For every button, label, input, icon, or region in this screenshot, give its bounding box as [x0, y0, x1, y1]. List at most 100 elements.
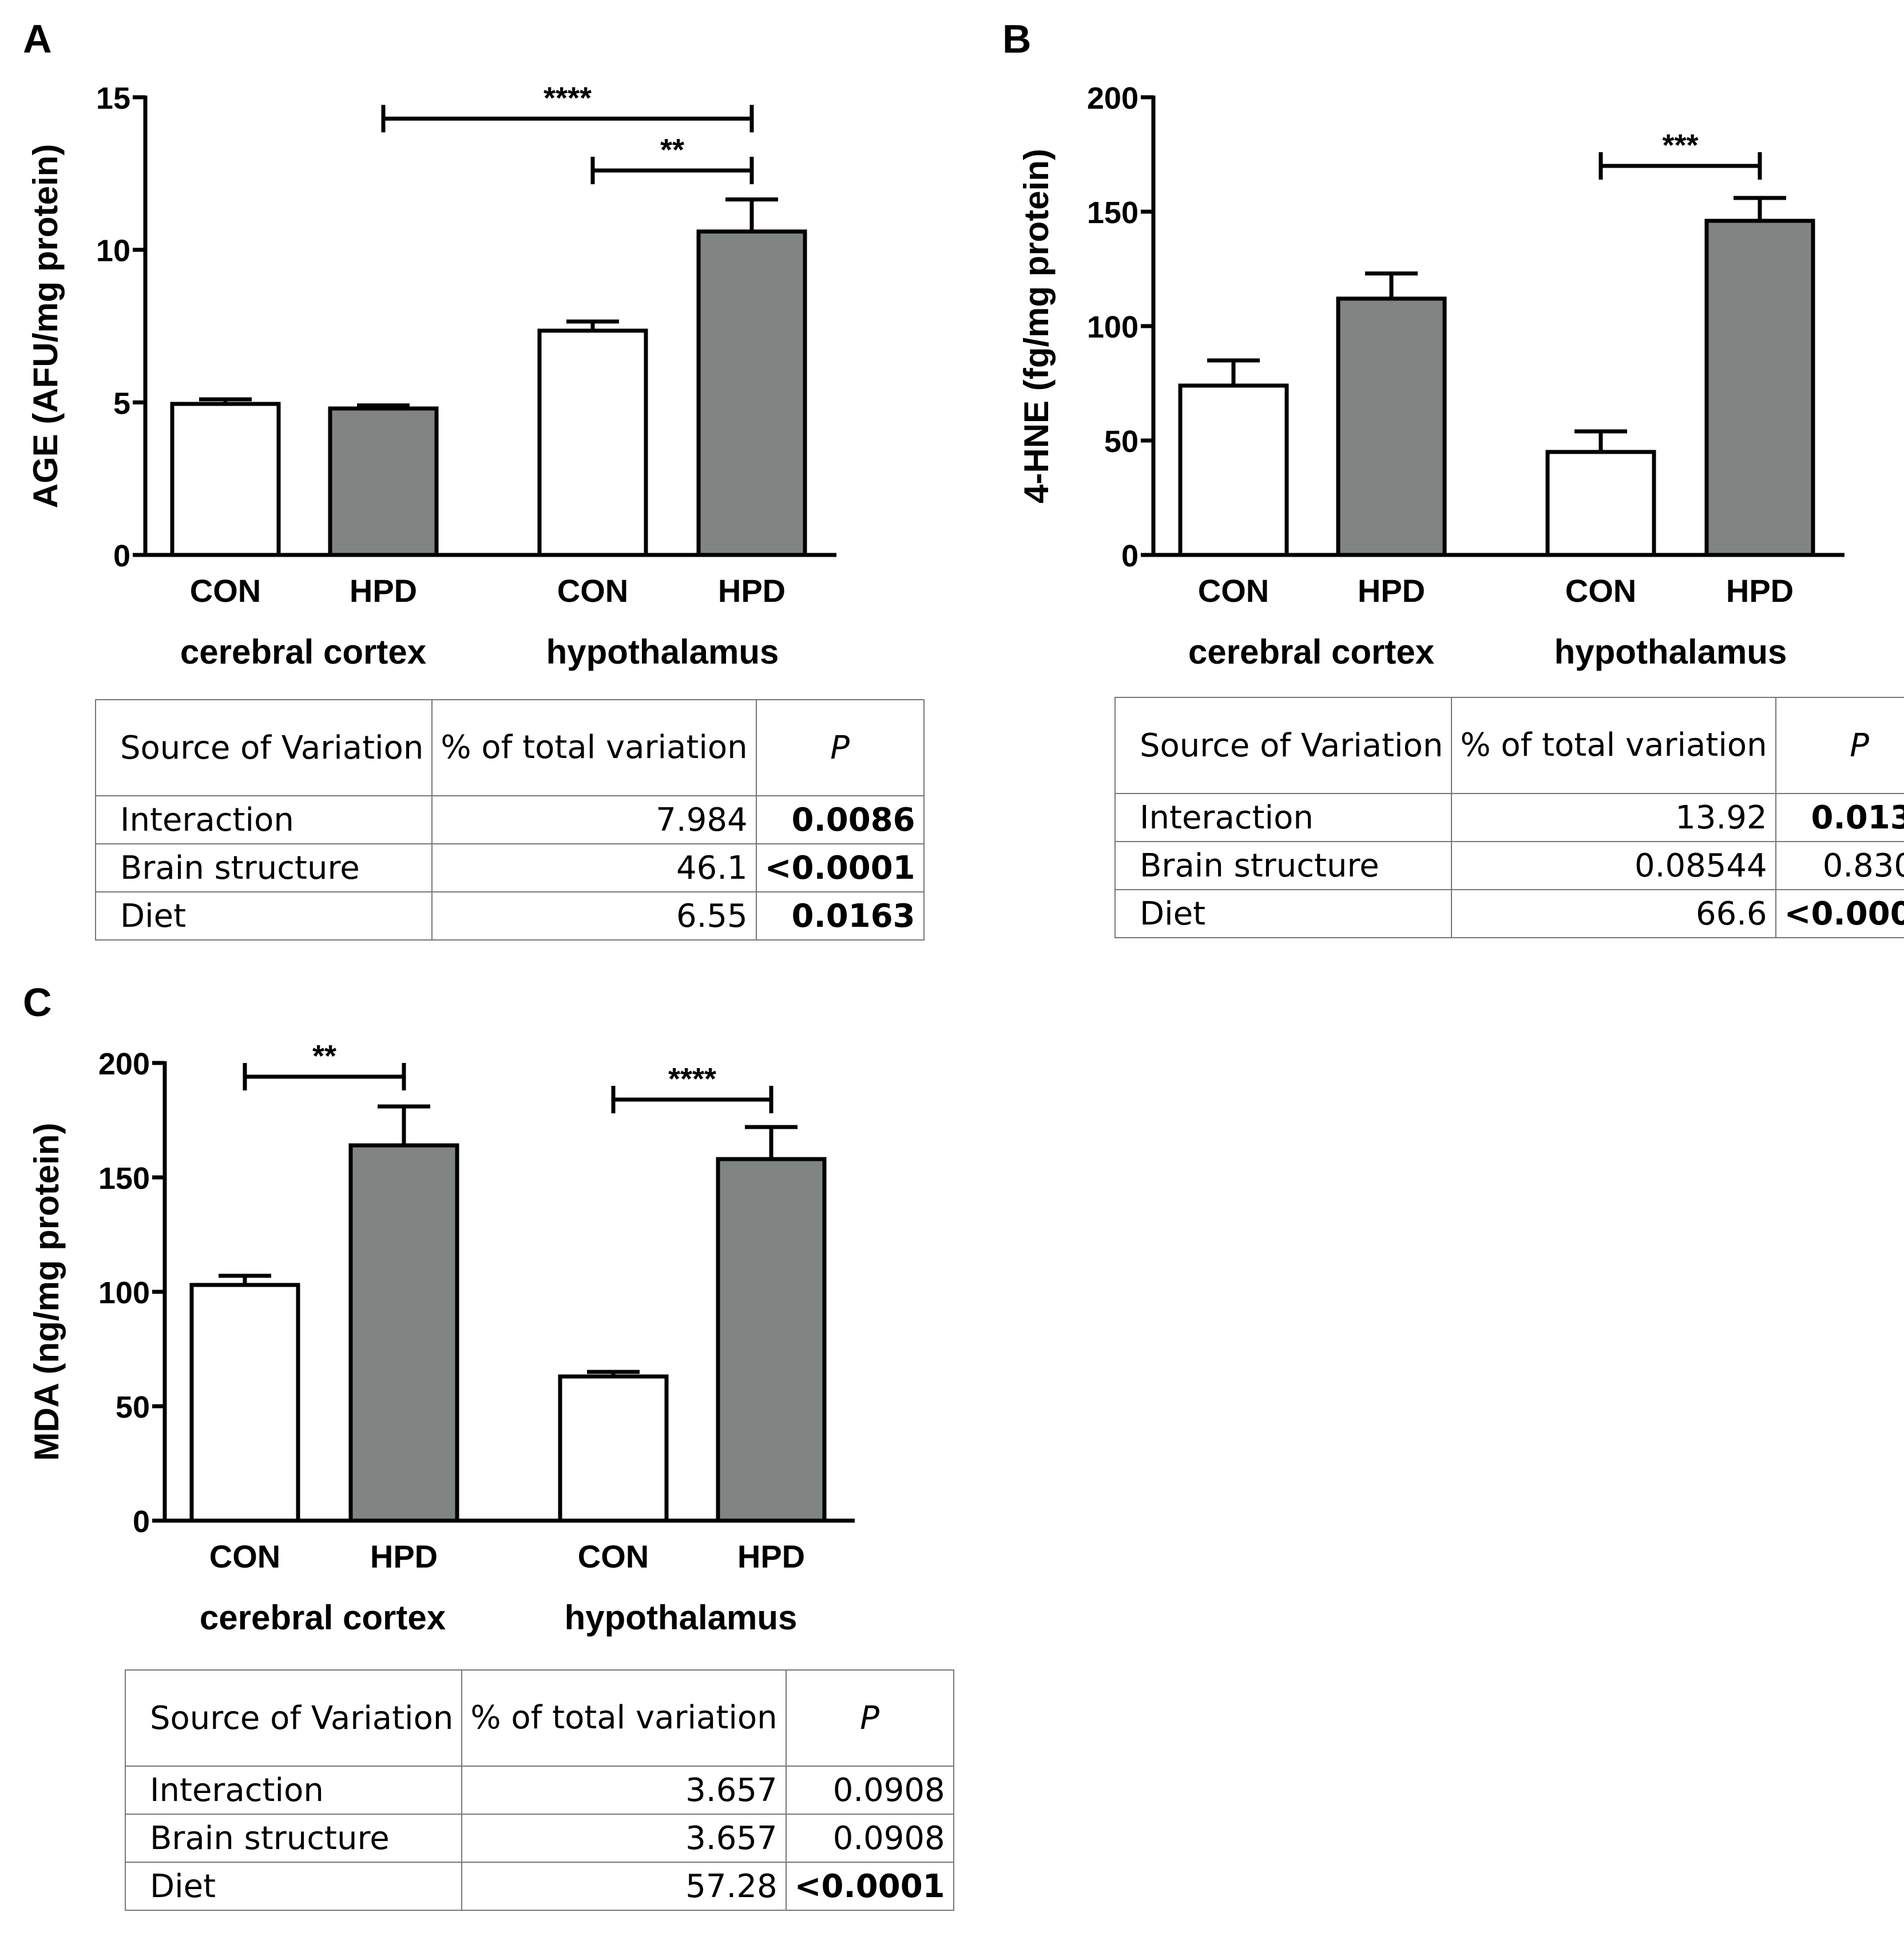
y-tick-label: 100 [1087, 310, 1139, 344]
table-header-row: Source of Variation % of total variation… [94, 699, 925, 796]
source-cell: Brain structure [124, 1814, 463, 1863]
bar [189, 1283, 300, 1523]
table-row: Brain structure 46.1 <0.0001 [94, 843, 925, 892]
anova-table-b: Source of Variation % of total variation… [1114, 697, 1904, 938]
p-value-cell: <0.0001 [785, 1862, 954, 1911]
bar [1178, 383, 1289, 557]
category-label: CON [1565, 573, 1636, 609]
significance-label: ** [312, 1039, 336, 1073]
category-label: HPD [737, 1538, 805, 1574]
y-tick-label: 15 [96, 81, 130, 116]
source-cell: Brain structure [1114, 841, 1453, 890]
group-label: cerebral cortex [1188, 633, 1434, 671]
bar [328, 406, 439, 557]
age-bar-chart: CON HPD CON HPD cerebral cortex hypothalamus 0… [26, 81, 836, 671]
significance-label: *** [1662, 128, 1698, 162]
source-cell: Interaction [94, 795, 433, 844]
p-value-cell: 0.0163 [755, 891, 925, 941]
bar [716, 1157, 827, 1523]
header-p: P [1775, 697, 1904, 794]
percent-cell: 57.28 [461, 1862, 787, 1911]
y-tick-label: 100 [98, 1276, 150, 1310]
y-axis-label: MDA (ng/mg protein) [27, 1122, 66, 1461]
category-label: HPD [1358, 573, 1425, 609]
percent-cell: 6.55 [431, 891, 757, 941]
y-tick-label: 0 [133, 1505, 150, 1539]
bar [1545, 450, 1656, 557]
significance-label: **** [668, 1062, 716, 1096]
hne-bar-chart: CON HPD CON HPD cerebral cortex hypothalamus 0… [1017, 81, 1844, 671]
source-cell: Brain structure [94, 843, 433, 892]
bar [1704, 219, 1815, 557]
bar [696, 229, 807, 557]
category-label: CON [190, 573, 261, 609]
header-percent: % of total variation [461, 1669, 787, 1767]
anova-table-c: Source of Variation % of total variation… [124, 1669, 954, 1911]
percent-cell: 66.6 [1451, 889, 1776, 938]
y-tick-label: 5 [113, 386, 130, 420]
anova-table-a: Source of Variation % of total variation… [94, 699, 925, 941]
y-tick-label: 0 [1121, 539, 1139, 573]
source-cell: Diet [94, 891, 433, 941]
bar [558, 1374, 669, 1523]
percent-cell: 46.1 [431, 843, 757, 892]
category-label: HPD [370, 1538, 438, 1574]
table-row: Brain structure 3.657 0.0908 [124, 1814, 954, 1863]
category-label: CON [557, 573, 628, 609]
header-source: Source of Variation [94, 699, 433, 796]
percent-cell: 0.08544 [1451, 841, 1776, 890]
panel-letter: C [23, 980, 52, 1025]
y-tick-label: 200 [1087, 81, 1139, 116]
group-label: hypothalamus [1554, 633, 1787, 671]
category-label: CON [578, 1538, 649, 1574]
bar [170, 402, 281, 557]
source-cell: Diet [124, 1862, 463, 1911]
y-tick-label: 0 [113, 539, 130, 573]
category-label: CON [1198, 573, 1269, 609]
source-cell: Diet [1114, 889, 1453, 938]
table-header-row: Source of Variation % of total variation… [124, 1669, 954, 1767]
category-label: HPD [718, 573, 786, 609]
group-label: cerebral cortex [200, 1598, 446, 1637]
bar [537, 328, 648, 557]
significance-label: ** [660, 133, 684, 167]
header-p: P [785, 1669, 954, 1767]
bar [348, 1143, 459, 1523]
table-row: Diet 57.28 <0.0001 [124, 1862, 954, 1911]
p-value-cell: <0.0001 [1775, 889, 1904, 938]
bar [1336, 296, 1447, 557]
y-tick-label: 50 [1104, 425, 1139, 459]
p-value-cell: <0.0001 [755, 843, 925, 892]
header-source: Source of Variation [124, 1669, 463, 1767]
table-row: Interaction 3.657 0.0908 [124, 1766, 954, 1815]
y-tick-label: 150 [98, 1161, 150, 1196]
y-tick-label: 10 [96, 234, 130, 268]
percent-cell: 13.92 [1451, 793, 1776, 842]
group-label: hypothalamus [565, 1598, 798, 1637]
percent-cell: 7.984 [431, 795, 757, 844]
category-label: CON [209, 1538, 280, 1574]
category-label: HPD [350, 573, 417, 609]
percent-cell: 3.657 [461, 1814, 787, 1863]
percent-cell: 3.657 [461, 1766, 787, 1815]
y-axis-label: AGE (AFU/mg protein) [26, 144, 65, 509]
y-tick-label: 200 [98, 1047, 150, 1081]
p-value-cell: 0.0908 [785, 1814, 954, 1863]
header-p: P [755, 699, 925, 796]
group-label: hypothalamus [546, 633, 779, 671]
header-percent: % of total variation [1451, 697, 1776, 794]
table-row: Interaction 7.984 0.0086 [94, 795, 925, 844]
mda-bar-chart: CON HPD CON HPD cerebral cortex hypothalamus 0… [27, 1039, 855, 1637]
y-tick-label: 150 [1087, 196, 1139, 230]
table-row: Diet 6.55 0.0163 [94, 891, 925, 941]
p-value-cell: 0.0908 [785, 1766, 954, 1815]
table-header-row: Source of Variation % of total variation… [1114, 697, 1904, 794]
source-cell: Interaction [124, 1766, 463, 1815]
header-percent: % of total variation [431, 699, 757, 796]
p-value-cell: 0.8301 [1775, 841, 1904, 890]
y-tick-label: 50 [116, 1390, 150, 1425]
panel-letter: B [1002, 17, 1032, 61]
